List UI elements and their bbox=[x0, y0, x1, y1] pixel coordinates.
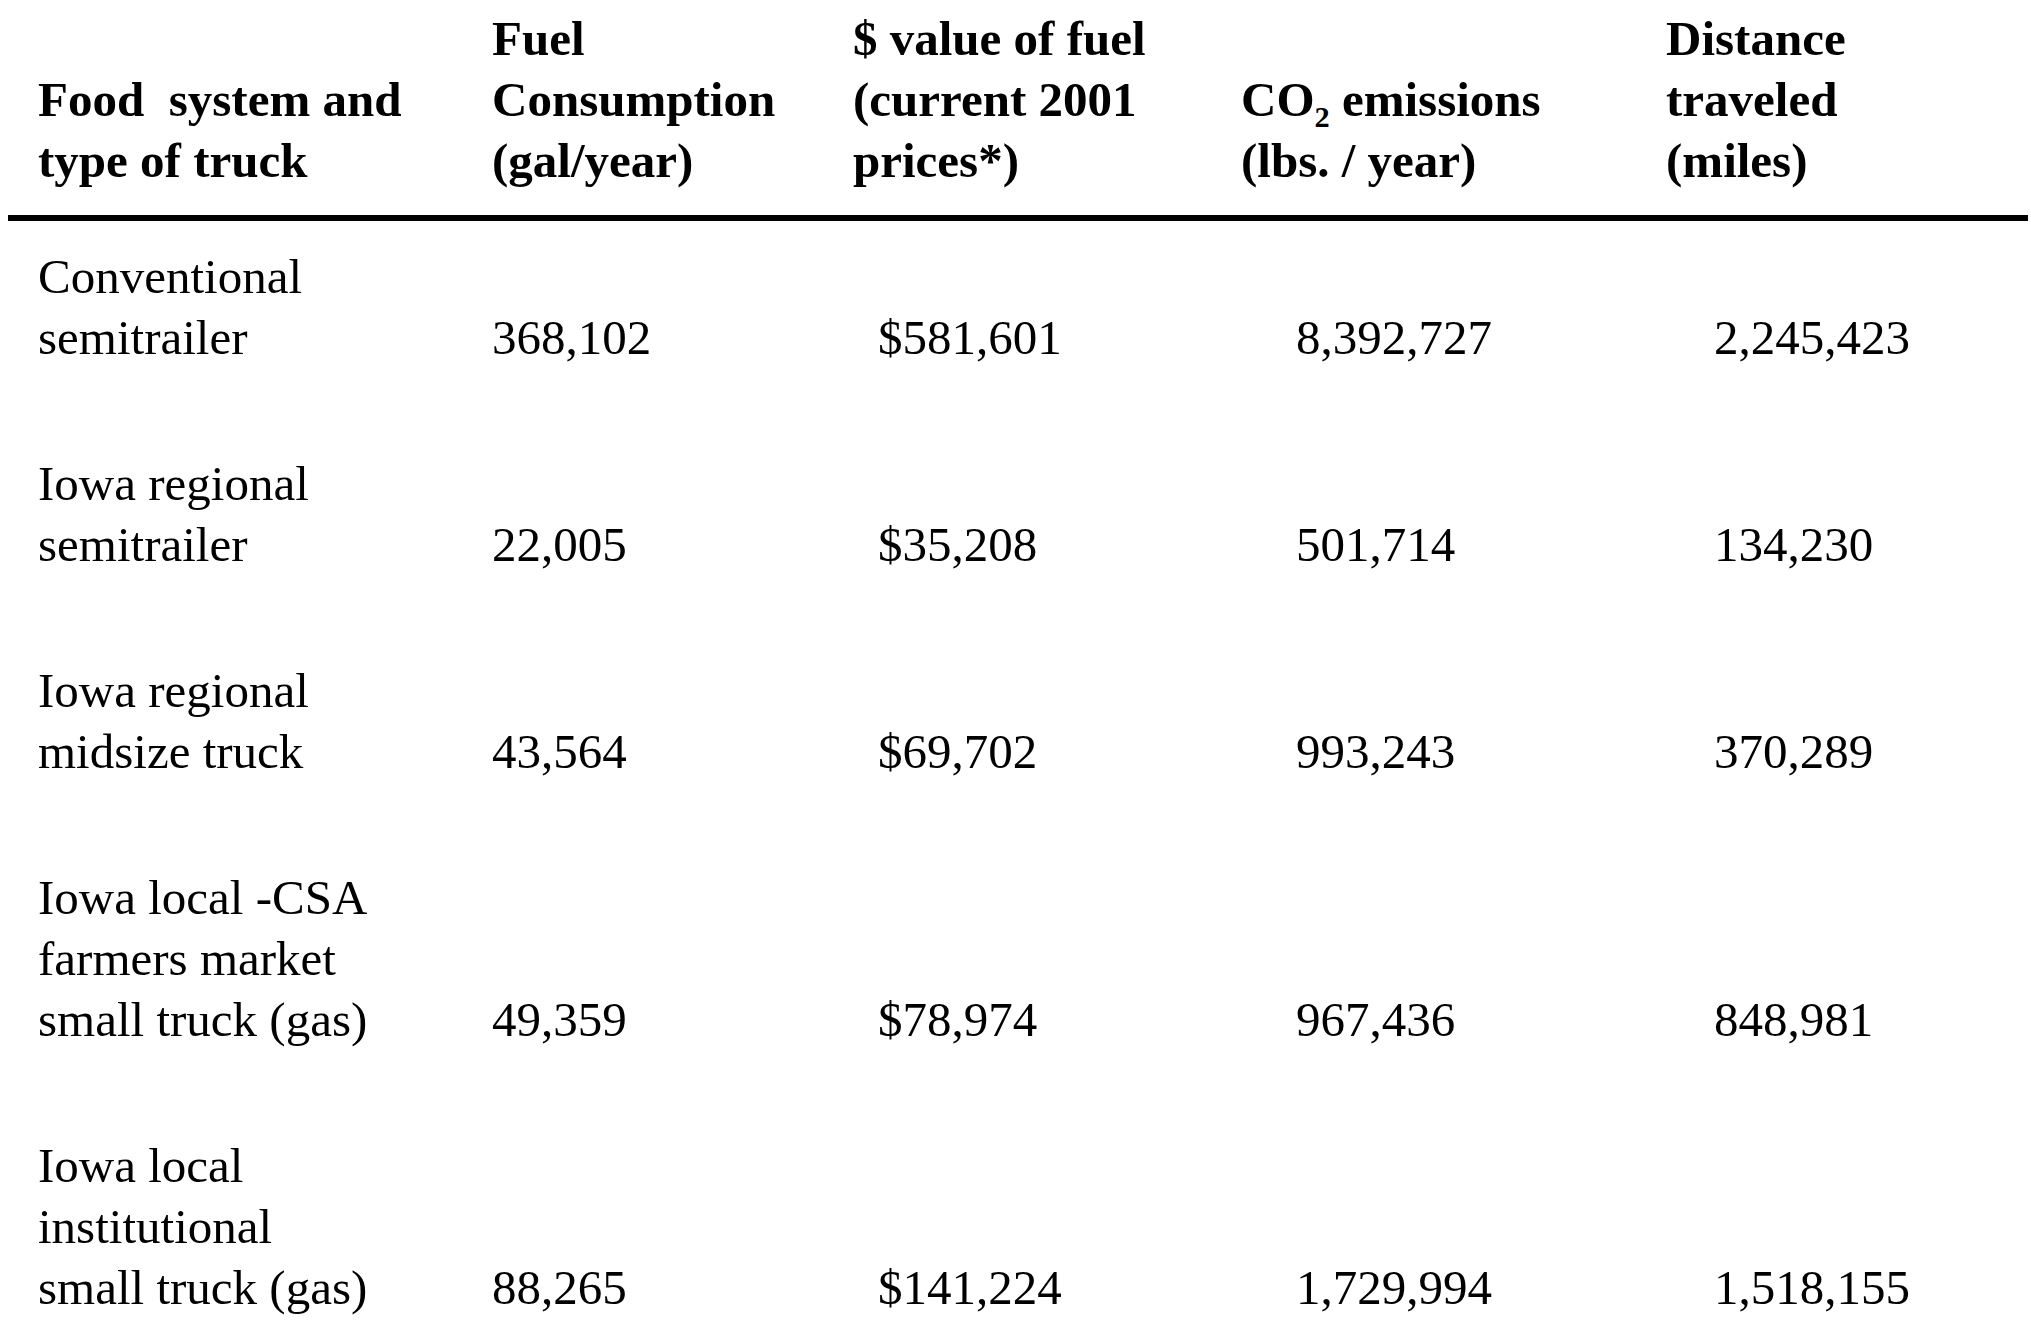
column-header-fuel-consumption: Fuel Consumption (gal/year) bbox=[482, 0, 870, 218]
row-label-line: midsize truck bbox=[38, 721, 481, 782]
header-line: (miles) bbox=[1714, 130, 2027, 191]
row-label-line: small truck (gas) bbox=[38, 1257, 481, 1318]
co2-emissions-value: 1,729,994 bbox=[1290, 1051, 1702, 1319]
table-row-iowa-local-institutional-small-truck: Iowa local institutional small truck (ga… bbox=[8, 1051, 2028, 1319]
row-label-line: small truck (gas) bbox=[38, 989, 481, 1050]
row-label-line: semitrailer bbox=[38, 307, 481, 368]
document-page: Food system and type of truck Fuel Consu… bbox=[0, 0, 2031, 1320]
column-header-co2-emissions: CO2 emissions (lbs. / year) bbox=[1290, 0, 1702, 218]
row-label: Iowa local -CSA farmers market small tru… bbox=[8, 783, 482, 1051]
distance-traveled-value: 848,981 bbox=[1702, 783, 2028, 1051]
column-header-food-system-and-type-of-truck: Food system and type of truck bbox=[8, 0, 482, 218]
header-line: (lbs. / year) bbox=[1296, 130, 1701, 191]
row-label: Iowa local institutional small truck (ga… bbox=[8, 1051, 482, 1319]
fuel-consumption-value: 49,359 bbox=[482, 783, 870, 1051]
fuel-consumption-value: 43,564 bbox=[482, 576, 870, 783]
table-body: Conventional semitrailer 368,102 $581,60… bbox=[8, 218, 2028, 1319]
table-row-iowa-regional-semitrailer: Iowa regional semitrailer 22,005 $35,208… bbox=[8, 369, 2028, 576]
header-line: prices*) bbox=[878, 130, 1289, 191]
fuel-dollar-value: $141,224 bbox=[870, 1051, 1290, 1319]
row-label-line: semitrailer bbox=[38, 514, 481, 575]
header-row: Food system and type of truck Fuel Consu… bbox=[8, 0, 2028, 218]
fuel-consumption-value: 88,265 bbox=[482, 1051, 870, 1319]
distance-traveled-value: 1,518,155 bbox=[1702, 1051, 2028, 1319]
fuel-dollar-value: $69,702 bbox=[870, 576, 1290, 783]
header-line: Food system and bbox=[38, 69, 481, 130]
co2-emissions-value: 8,392,727 bbox=[1290, 218, 1702, 369]
header-line: Distance bbox=[1714, 8, 2027, 69]
table-row-iowa-regional-midsize-truck: Iowa regional midsize truck 43,564 $69,7… bbox=[8, 576, 2028, 783]
distance-traveled-value: 2,245,423 bbox=[1702, 218, 2028, 369]
fuel-consumption-value: 368,102 bbox=[482, 218, 870, 369]
row-label: Iowa regional midsize truck bbox=[8, 576, 482, 783]
fuel-consumption-value: 22,005 bbox=[482, 369, 870, 576]
distance-traveled-value: 370,289 bbox=[1702, 576, 2028, 783]
row-label: Conventional semitrailer bbox=[8, 218, 482, 369]
column-header-distance-traveled: Distance traveled (miles) bbox=[1702, 0, 2028, 218]
table-header: Food system and type of truck Fuel Consu… bbox=[8, 0, 2028, 218]
table-row-iowa-local-csa-farmers-market-small-truck: Iowa local -CSA farmers market small tru… bbox=[8, 783, 2028, 1051]
header-line: CO2 emissions bbox=[1296, 69, 1701, 130]
header-line: Consumption bbox=[492, 69, 869, 130]
row-label-line: Iowa regional bbox=[38, 453, 481, 514]
header-line: (gal/year) bbox=[492, 130, 869, 191]
column-header-dollar-value-of-fuel: $ value of fuel (current 2001 prices*) bbox=[870, 0, 1290, 218]
emissions-text: emissions bbox=[1330, 72, 1541, 127]
row-label-line: farmers market bbox=[38, 928, 481, 989]
header-line: traveled bbox=[1714, 69, 2027, 130]
header-line: (current 2001 bbox=[878, 69, 1289, 130]
co2-text: CO bbox=[1241, 72, 1315, 127]
co2-emissions-value: 501,714 bbox=[1290, 369, 1702, 576]
fuel-dollar-value: $78,974 bbox=[870, 783, 1290, 1051]
header-line: $ value of fuel bbox=[878, 8, 1289, 69]
header-line: type of truck bbox=[38, 130, 481, 191]
row-label-line: Iowa local -CSA bbox=[38, 867, 481, 928]
row-label-line: Iowa regional bbox=[38, 660, 481, 721]
fuel-dollar-value: $35,208 bbox=[870, 369, 1290, 576]
row-label: Iowa regional semitrailer bbox=[8, 369, 482, 576]
row-label-line: institutional bbox=[38, 1196, 481, 1257]
row-label-line: Conventional bbox=[38, 246, 481, 307]
row-label-line: Iowa local bbox=[38, 1135, 481, 1196]
co2-subscript: 2 bbox=[1315, 100, 1330, 134]
header-line: Fuel bbox=[492, 8, 869, 69]
table-row-conventional-semitrailer: Conventional semitrailer 368,102 $581,60… bbox=[8, 218, 2028, 369]
distance-traveled-value: 134,230 bbox=[1702, 369, 2028, 576]
co2-emissions-value: 967,436 bbox=[1290, 783, 1702, 1051]
fuel-emissions-table: Food system and type of truck Fuel Consu… bbox=[8, 0, 2028, 1319]
fuel-dollar-value: $581,601 bbox=[870, 218, 1290, 369]
co2-emissions-value: 993,243 bbox=[1290, 576, 1702, 783]
